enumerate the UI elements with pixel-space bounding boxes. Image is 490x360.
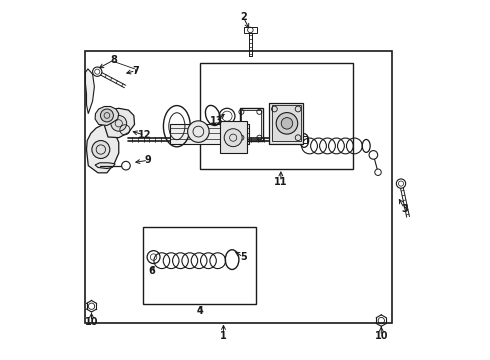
Circle shape [122,161,130,170]
Bar [85,51,392,323]
Polygon shape [87,125,119,173]
Polygon shape [85,69,95,114]
Text: 4: 4 [197,306,203,316]
Circle shape [375,169,381,175]
Circle shape [93,67,102,76]
Bar [220,121,247,153]
Text: 5: 5 [240,252,246,262]
Text: 10: 10 [374,331,388,341]
Bar [300,136,307,143]
Polygon shape [95,107,119,126]
Circle shape [188,121,209,142]
Text: 9: 9 [145,155,151,165]
Circle shape [92,140,110,158]
Bar [143,226,256,304]
Circle shape [224,129,242,147]
Circle shape [111,116,126,131]
Text: 2: 2 [240,12,246,22]
Circle shape [369,150,378,159]
Circle shape [396,179,406,188]
Text: 11: 11 [274,177,288,187]
Polygon shape [104,108,135,138]
Bar [270,103,303,144]
Text: 12: 12 [138,130,151,140]
Bar [242,110,261,139]
Text: 6: 6 [148,266,155,276]
Polygon shape [95,163,115,168]
Circle shape [281,118,293,129]
Circle shape [100,109,113,122]
Bar [240,108,263,140]
Text: 10: 10 [85,317,98,327]
Text: 3: 3 [401,204,408,214]
Text: 7: 7 [132,66,139,76]
Text: 13: 13 [210,116,223,126]
Bar [244,27,257,33]
Text: 1: 1 [220,331,227,341]
Bar [200,63,353,169]
Text: 8: 8 [111,55,118,65]
Circle shape [276,113,298,134]
Bar [272,105,301,141]
Bar [170,125,248,144]
